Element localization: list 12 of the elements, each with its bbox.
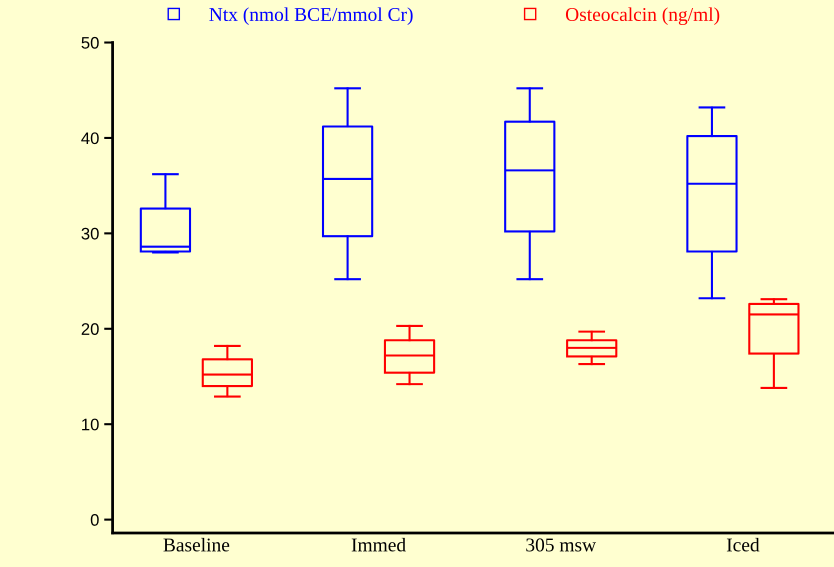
y-tick-label: 40 xyxy=(81,132,99,144)
y-tick-label: 0 xyxy=(90,514,99,526)
x-tick-label: Iced xyxy=(726,538,760,552)
x-tick-label: Baseline xyxy=(163,538,230,552)
y-tick-label: 50 xyxy=(82,36,99,49)
y-tick-label: 20 xyxy=(82,323,99,335)
y-tick-label: 30 xyxy=(81,228,99,240)
x-tick-label: 305 msw xyxy=(526,538,596,552)
x-tick-label: Immed xyxy=(352,538,406,552)
y-tick-label: 10 xyxy=(82,418,99,430)
legend-label: Ntx (nmol BCE/mmol Cr) xyxy=(209,7,413,25)
legend-label: Osteocalcin (ng/ml) xyxy=(566,7,720,26)
